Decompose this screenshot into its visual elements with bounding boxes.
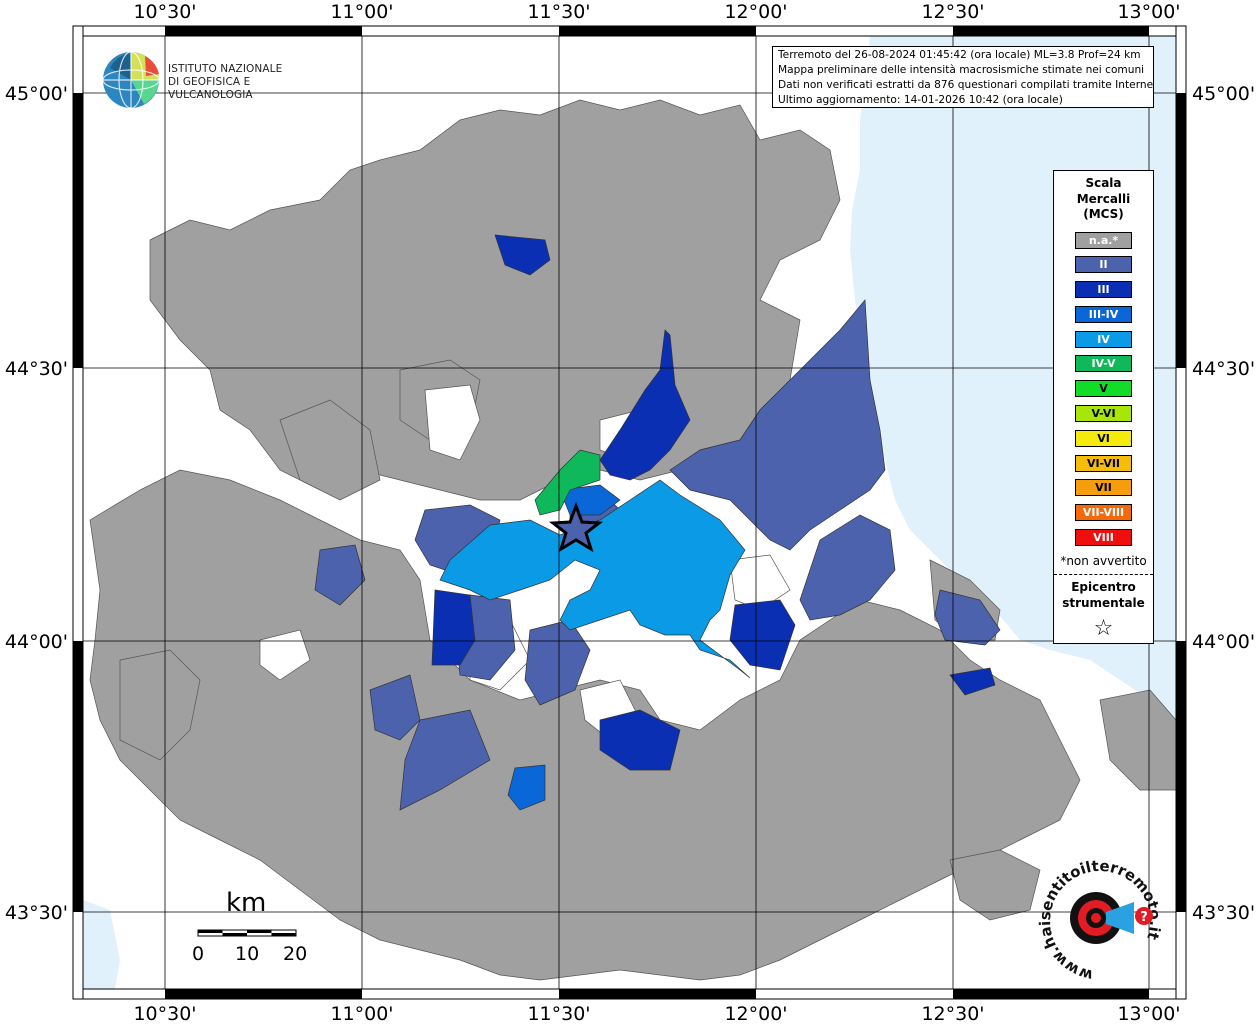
lon-labels-top: 10°30' 11°00' 11°30' 12°00' 12°30' 13°00… (133, 1, 1180, 23)
tick-label: 11°00' (330, 1, 393, 23)
info-line4: Ultimo aggiornamento: 14-01-2026 10:42 (… (778, 94, 1063, 106)
tick-label: 44°00' (1192, 631, 1255, 653)
legend-swatch: III-IV (1075, 305, 1132, 323)
scale-label: 0 (192, 943, 205, 965)
legend-title: Scala Mercalli (MCS) (1054, 176, 1153, 223)
haisentito-icon: www.haisentitoilterremoto.it ? (1036, 857, 1164, 985)
tick-label: 11°30' (527, 1, 590, 23)
tick-label: 11°00' (330, 1003, 393, 1024)
ingv-globe-icon (102, 51, 160, 109)
lat-labels-left: 45°00' 44°30' 44°00' 43°30' (5, 83, 68, 924)
lat-labels-right: 45°00' 44°30' 44°00' 43°30' (1192, 83, 1255, 924)
tick-label: 44°30' (1192, 358, 1255, 380)
map-frame (72, 25, 1187, 1000)
tick-label: 10°30' (133, 1, 196, 23)
legend-divider (1054, 573, 1153, 575)
lon-labels-bottom: 10°30' 11°00' 11°30' 12°00' 12°30' 13°00… (133, 1003, 1180, 1024)
logo-line1: ISTITUTO NAZIONALE (168, 63, 283, 75)
legend-title-line: Scala (1085, 176, 1122, 190)
legend-swatch: VI-VII (1075, 454, 1132, 472)
legend-swatch: V (1075, 380, 1132, 398)
scale-bar: km 0 10 20 (190, 888, 310, 968)
tick-label: 13°00' (1117, 1, 1180, 23)
tyrrhenian-sea (83, 900, 120, 989)
legend-swatch: II (1075, 256, 1132, 274)
legend-swatches: n.a.* II III III-IV IV IV-V V V-VI VI VI-VII VII VI… (1054, 231, 1153, 547)
question-mark: ? (1140, 910, 1148, 925)
tick-label: 12°30' (921, 1, 984, 23)
legend-swatch: n.a.* (1075, 231, 1132, 249)
epicenter-star (548, 501, 604, 553)
legend-swatch: IV (1075, 330, 1132, 348)
municipalities-IV (439, 479, 751, 679)
tick-label: 43°30' (5, 902, 68, 924)
tick-label: 45°00' (1192, 83, 1255, 105)
tick-label: 13°00' (1117, 1003, 1180, 1024)
tick-label: 44°00' (5, 631, 68, 653)
epicenter-legend-line: strumentale (1062, 595, 1145, 610)
legend-swatch: VII (1075, 479, 1132, 497)
legend-swatch: VII-VIII (1075, 504, 1132, 522)
tick-label: 12°00' (724, 1, 787, 23)
tick-label: 10°30' (133, 1003, 196, 1024)
legend-title-line: (MCS) (1083, 207, 1124, 221)
tick-label: 12°00' (724, 1003, 787, 1024)
scale-bar-graphic (197, 929, 297, 937)
municipalities-IV-V (534, 449, 601, 516)
mcs-legend: Scala Mercalli (MCS) n.a.* II III III-IV IV I… (1053, 170, 1154, 644)
tick-label: 45°00' (5, 83, 68, 105)
tick-label: 12°30' (921, 1003, 984, 1024)
legend-note: *non avvertito (1060, 553, 1147, 568)
info-line2: Mappa preliminare delle intensità macros… (778, 64, 1145, 76)
epicenter-legend-line: Epicentro (1071, 579, 1136, 594)
tick-label: 43°30' (1192, 902, 1255, 924)
scale-label: 20 (283, 943, 308, 965)
haisentito-logo: www.haisentitoilterremoto.it ? (1034, 856, 1166, 986)
legend-swatch: VI (1075, 429, 1132, 447)
info-line1: Terremoto del 26-08-2024 01:45:42 (ora l… (778, 49, 1141, 61)
legend-swatch: III (1075, 281, 1132, 299)
tick-label: 44°30' (5, 358, 68, 380)
legend-title-line: Mercalli (1076, 191, 1131, 206)
legend-swatch: V-VI (1075, 405, 1132, 423)
logo-line2: DI GEOFISICA E VULCANOLOGIA (168, 76, 253, 101)
tick-label: 11°30' (527, 1003, 590, 1024)
epicenter-legend-title: Epicentro strumentale (1054, 579, 1153, 611)
info-line3: Dati non verificati estratti da 876 ques… (778, 79, 1154, 91)
star-icon: ☆ (1093, 615, 1114, 641)
event-info-box: Terremoto del 26-08-2024 01:45:42 (ora l… (772, 46, 1154, 108)
scale-label: 10 (235, 943, 260, 965)
scale-unit: km (226, 888, 267, 918)
legend-swatch: VIII (1075, 529, 1132, 547)
ingv-logo: ISTITUTO NAZIONALE DI GEOFISICA E VULCAN… (100, 46, 320, 112)
legend-swatch: IV-V (1075, 355, 1132, 373)
